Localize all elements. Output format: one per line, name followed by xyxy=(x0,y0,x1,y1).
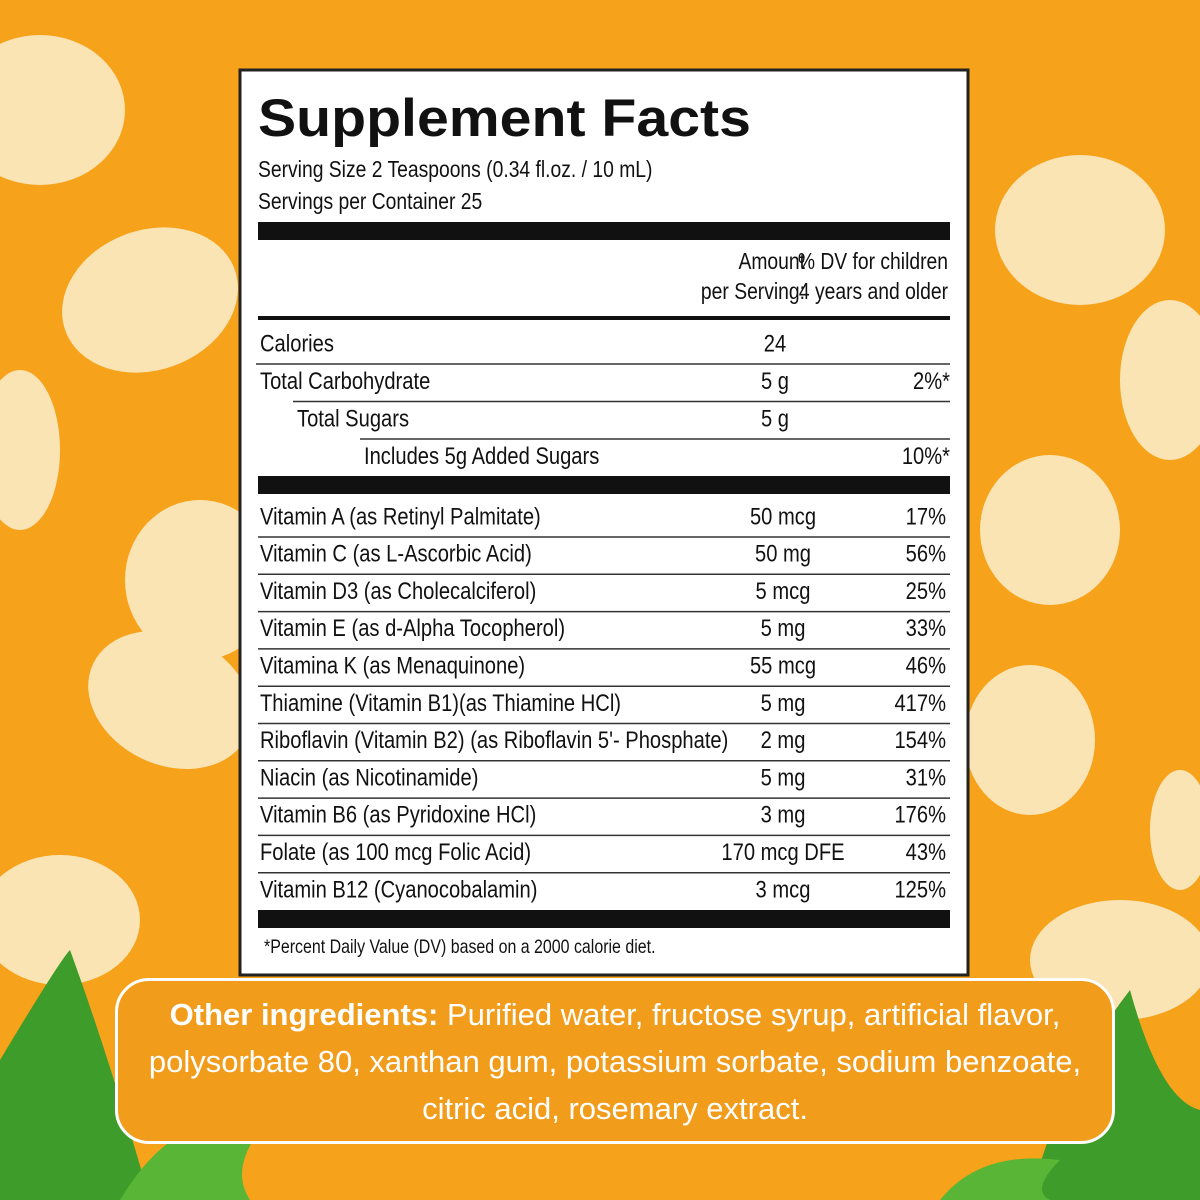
vitamin-amount: 5 mg xyxy=(761,689,806,716)
vitamin-dv: 31% xyxy=(906,764,946,791)
banana-slices xyxy=(0,35,1200,1020)
vitamin-dv: 33% xyxy=(906,615,946,642)
nutrient-label: Includes 5g Added Sugars xyxy=(364,442,599,469)
vitamin-amount: 5 mcg xyxy=(756,577,811,604)
vitamin-label: Niacin (as Nicotinamide) xyxy=(260,764,478,791)
vitamin-amount: 2 mg xyxy=(761,726,806,753)
vitamin-label: Vitamin D3 (as Cholecalciferol) xyxy=(260,577,536,604)
vitamin-amount: 3 mg xyxy=(761,801,806,828)
column-header: Amount xyxy=(738,250,805,275)
vitamin-dv: 125% xyxy=(894,876,946,903)
vitamin-label: Vitamin E (as d-Alpha Tocopherol) xyxy=(260,615,565,642)
thick-rule xyxy=(258,222,950,240)
vitamin-label: Vitamin B12 (Cyanocobalamin) xyxy=(260,876,537,903)
column-header: per Serving: xyxy=(701,280,805,305)
vitamin-dv: 43% xyxy=(906,838,946,865)
nutrient-label: Calories xyxy=(260,330,334,357)
vitamin-label: Vitamin C (as L-Ascorbic Acid) xyxy=(260,540,532,567)
vitamin-label: Vitamin B6 (as Pyridoxine HCl) xyxy=(260,801,536,828)
nutrient-dv: 2%* xyxy=(913,367,950,394)
vitamin-amount: 55 mcg xyxy=(750,652,816,679)
vitamin-dv: 46% xyxy=(906,652,946,679)
thick-rule xyxy=(258,910,950,928)
vitamin-dv: 176% xyxy=(894,801,946,828)
vitamin-dv: 25% xyxy=(906,577,946,604)
serving-size: Serving Size 2 Teaspoons (0.34 fl.oz. / … xyxy=(258,158,652,183)
vitamin-amount: 5 mg xyxy=(761,764,806,791)
vitamin-amount: 5 mg xyxy=(761,615,806,642)
other-ingredients: Other ingredients: Purified water, fruct… xyxy=(115,978,1115,1144)
nutrient-dv: 10%* xyxy=(902,442,951,469)
vitamin-label: Folate (as 100 mcg Folic Acid) xyxy=(260,838,531,865)
nutrient-amount: 5 g xyxy=(761,367,789,394)
vitamin-label: Vitamina K (as Menaquinone) xyxy=(260,652,525,679)
vitamin-dv: 17% xyxy=(906,503,946,530)
nutrient-amount: 24 xyxy=(764,330,786,357)
vitamin-label: Thiamine (Vitamin B1)(as Thiamine HCl) xyxy=(260,689,621,716)
vitamin-amount: 170 mcg DFE xyxy=(721,838,844,865)
thick-rule xyxy=(258,476,950,494)
column-header: % DV for children xyxy=(798,250,948,275)
vitamin-amount: 50 mg xyxy=(755,540,811,567)
vitamin-label: Vitamin A (as Retinyl Palmitate) xyxy=(260,503,541,530)
nutrient-amount: 5 g xyxy=(761,405,789,432)
nutrient-label: Total Sugars xyxy=(297,405,409,432)
vitamin-amount: 3 mcg xyxy=(756,876,811,903)
footnote: *Percent Daily Value (DV) based on a 200… xyxy=(264,936,656,958)
ingredients-label: Other ingredients: xyxy=(169,996,439,1032)
nutrient-label: Total Carbohydrate xyxy=(260,367,430,394)
vitamin-dv: 154% xyxy=(894,726,946,753)
vitamin-label: Riboflavin (Vitamin B2) (as Riboflavin 5… xyxy=(260,726,728,753)
vitamin-dv: 417% xyxy=(894,689,946,716)
facts-panel xyxy=(238,68,970,977)
ingredients-text: Purified water, fructose syrup, artifici… xyxy=(148,996,1082,1126)
column-header: 4 years and older xyxy=(799,280,948,305)
vitamin-amount: 50 mcg xyxy=(750,503,816,530)
facts-title: Supplement Facts xyxy=(258,88,751,148)
servings-per-container: Servings per Container 25 xyxy=(258,190,482,215)
vitamin-dv: 56% xyxy=(906,540,946,567)
